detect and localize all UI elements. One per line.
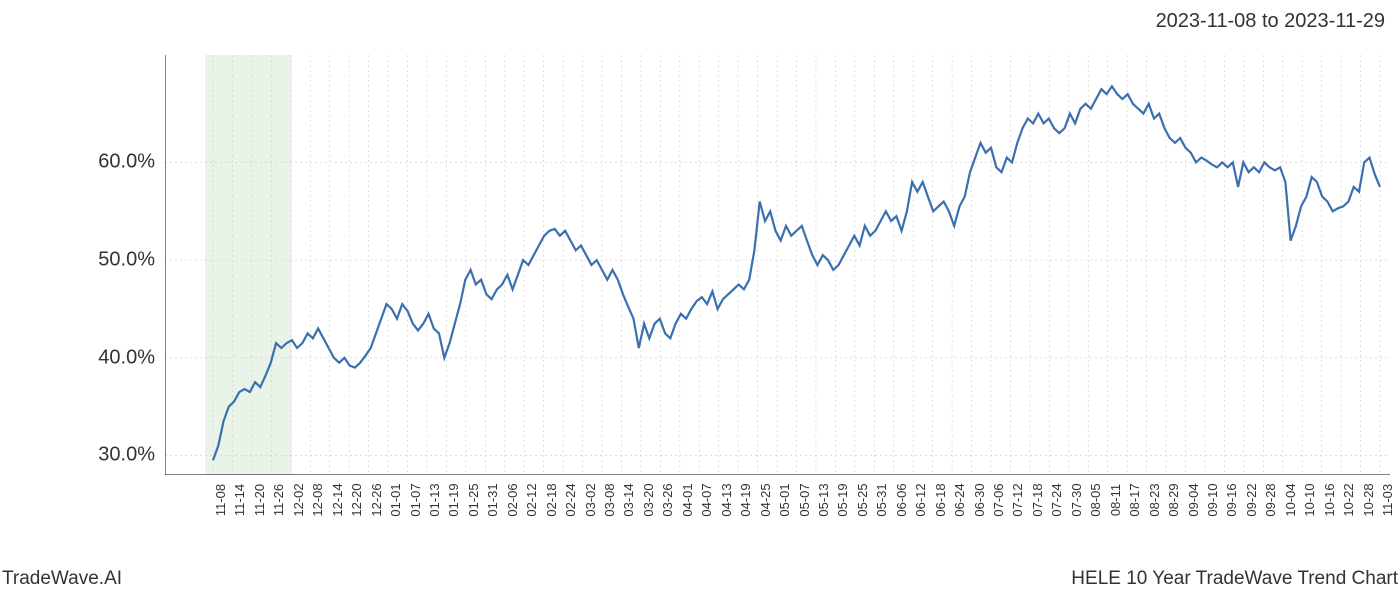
x-tick-label: 06-12 [913, 483, 928, 516]
x-tick-label: 11-26 [271, 484, 286, 516]
x-tick-label: 08-17 [1127, 483, 1142, 516]
x-tick-label: 11-08 [213, 484, 228, 516]
chart-container: 2023-11-08 to 2023-11-29 30.0% 40.0% 50.0%… [0, 0, 1400, 600]
x-tick-label: 07-30 [1069, 483, 1084, 516]
x-tick-label: 11-20 [252, 484, 267, 516]
line-chart [165, 55, 1390, 475]
grid-horizontal [165, 162, 1390, 455]
x-tick-label: 04-13 [719, 483, 734, 516]
x-tick-label: 07-12 [1010, 483, 1025, 516]
date-range-label: 2023-11-08 to 2023-11-29 [1156, 10, 1385, 33]
x-tick-label: 03-08 [602, 483, 617, 516]
x-tick-label: 10-04 [1283, 483, 1298, 516]
x-tick-label: 10-10 [1302, 483, 1317, 516]
x-tick-label: 11-14 [232, 484, 247, 516]
x-tick-label: 04-01 [680, 483, 695, 516]
highlight-band [205, 55, 292, 475]
x-tick-label: 06-06 [894, 483, 909, 516]
y-tick-label: 40.0% [75, 346, 155, 369]
x-tick-label: 05-01 [777, 483, 792, 516]
x-tick-label: 07-24 [1049, 483, 1064, 516]
x-tick-label: 02-24 [563, 483, 578, 516]
x-tick-label: 02-06 [505, 483, 520, 516]
x-tick-label: 04-25 [758, 483, 773, 516]
x-tick-label: 04-07 [699, 483, 714, 516]
x-tick-label: 05-31 [874, 483, 889, 516]
x-tick-label: 03-26 [660, 483, 675, 516]
x-tick-label: 12-08 [310, 483, 325, 516]
x-tick-label: 06-18 [933, 483, 948, 516]
x-tick-label: 05-07 [797, 483, 812, 516]
x-tick-label: 12-14 [330, 483, 345, 516]
x-tick-label: 08-05 [1088, 483, 1103, 516]
x-tick-label: 08-29 [1166, 483, 1181, 516]
x-tick-label: 10-28 [1361, 483, 1376, 516]
x-tick-label: 09-22 [1244, 483, 1259, 516]
x-tick-label: 01-31 [485, 483, 500, 516]
x-tick-label: 06-24 [952, 483, 967, 516]
footer-brand: TradeWave.AI [2, 568, 122, 590]
y-tick-label: 30.0% [75, 444, 155, 467]
x-tick-label: 05-13 [816, 483, 831, 516]
x-tick-label: 11-03 [1380, 484, 1395, 516]
x-tick-label: 01-13 [427, 483, 442, 516]
x-tick-label: 05-19 [835, 483, 850, 516]
x-tick-label: 10-16 [1322, 483, 1337, 516]
x-tick-label: 01-01 [388, 483, 403, 516]
x-tick-label: 12-26 [369, 483, 384, 516]
x-tick-label: 03-20 [641, 483, 656, 516]
x-tick-label: 12-20 [349, 483, 364, 516]
x-tick-label: 09-04 [1186, 483, 1201, 516]
x-tick-label: 09-16 [1224, 483, 1239, 516]
x-tick-label: 08-23 [1147, 483, 1162, 516]
x-tick-label: 04-19 [738, 483, 753, 516]
x-tick-label: 01-07 [408, 483, 423, 516]
y-tick-label: 50.0% [75, 249, 155, 272]
x-tick-label: 05-25 [855, 483, 870, 516]
series-line [213, 86, 1380, 460]
x-tick-label: 03-14 [621, 483, 636, 516]
x-tick-label: 01-19 [446, 483, 461, 516]
x-tick-label: 12-02 [291, 483, 306, 516]
x-tick-label: 01-25 [466, 483, 481, 516]
x-tick-label: 09-10 [1205, 483, 1220, 516]
x-tick-label: 06-30 [972, 483, 987, 516]
y-tick-label: 60.0% [75, 151, 155, 174]
x-tick-label: 09-28 [1263, 483, 1278, 516]
x-tick-label: 07-18 [1030, 483, 1045, 516]
x-tick-label: 03-02 [583, 483, 598, 516]
x-tick-label: 07-06 [991, 483, 1006, 516]
footer-chart-title: HELE 10 Year TradeWave Trend Chart [1071, 568, 1398, 590]
x-tick-label: 02-18 [544, 483, 559, 516]
x-tick-label: 08-11 [1108, 484, 1123, 516]
x-tick-label: 02-12 [524, 483, 539, 516]
grid-vertical [213, 55, 1380, 475]
x-tick-label: 10-22 [1341, 483, 1356, 516]
